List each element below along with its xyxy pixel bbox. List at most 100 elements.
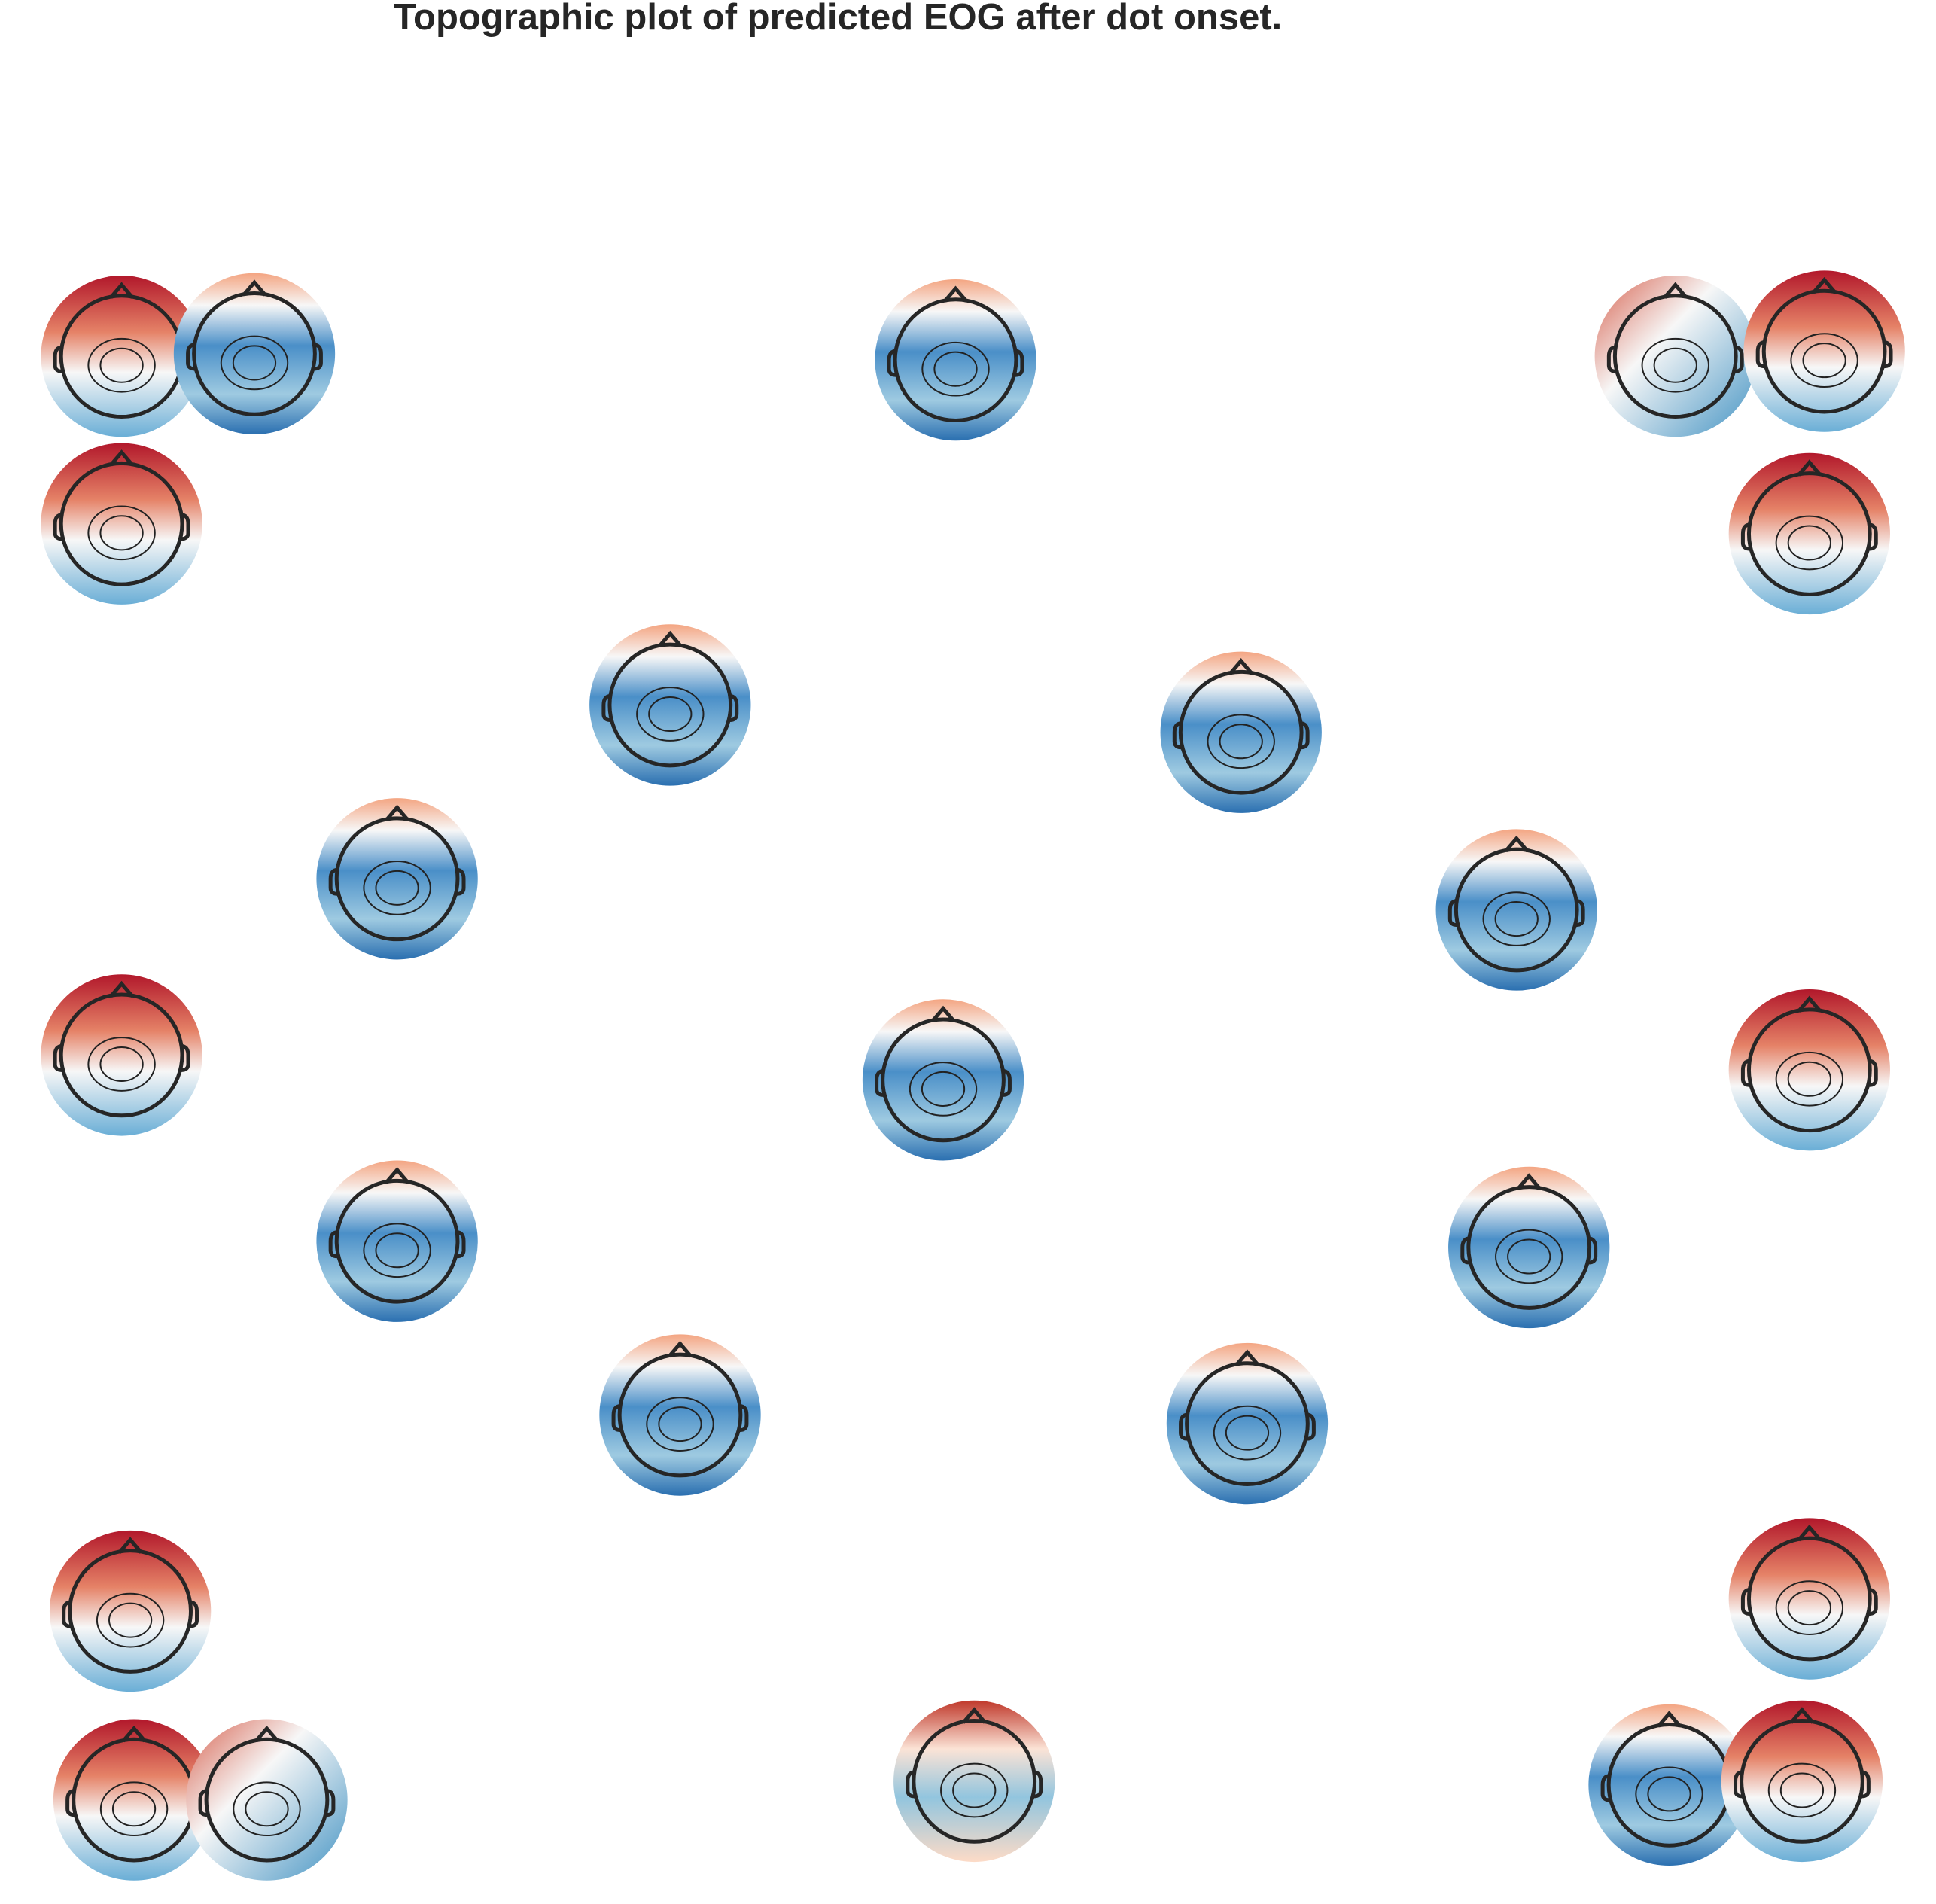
topomap <box>41 276 202 437</box>
head-outline <box>1761 288 1887 414</box>
contour <box>232 345 277 381</box>
head-outline <box>1746 1536 1872 1662</box>
contour <box>1207 714 1275 769</box>
contour <box>87 1037 156 1092</box>
head-outline <box>1746 471 1872 596</box>
nose <box>657 630 683 648</box>
contour <box>96 1592 165 1648</box>
topomap-field <box>316 1160 478 1322</box>
topomap <box>589 624 751 786</box>
ear <box>1575 898 1585 928</box>
topomap-field <box>862 999 1024 1161</box>
topomap <box>1435 829 1597 991</box>
contour <box>658 1406 702 1442</box>
ear <box>328 1230 339 1259</box>
ear <box>1734 1770 1743 1799</box>
nose <box>1657 1711 1682 1728</box>
contour <box>1213 1405 1282 1461</box>
contour <box>87 337 156 393</box>
ear <box>1740 1059 1751 1087</box>
topomap <box>53 1719 215 1881</box>
ear <box>313 343 323 371</box>
chart-title: Topographic plot of predicted EOG after … <box>394 0 1283 38</box>
topomap-field <box>316 798 478 960</box>
topomap <box>1721 1700 1883 1863</box>
nose <box>1797 1524 1822 1542</box>
head-outline <box>881 1017 1006 1143</box>
ear <box>1734 345 1744 373</box>
ear <box>1740 522 1751 551</box>
ear <box>729 693 739 723</box>
contour <box>1787 1590 1831 1626</box>
topomap <box>41 974 202 1136</box>
ear <box>456 1230 466 1259</box>
ear <box>1861 1770 1871 1799</box>
contour <box>99 515 144 551</box>
contour <box>1775 1051 1844 1107</box>
head-outline <box>617 1352 743 1478</box>
topomap <box>41 443 202 605</box>
topomap-field <box>41 974 202 1136</box>
ear <box>1755 340 1766 369</box>
contour <box>933 351 978 387</box>
contour <box>636 687 705 742</box>
contour <box>1779 1772 1825 1808</box>
nose <box>109 282 134 299</box>
topomap-field <box>1721 1700 1883 1863</box>
nose <box>961 1707 987 1724</box>
nose <box>385 1167 409 1184</box>
topomap <box>316 1160 478 1322</box>
head-outline <box>1178 669 1304 795</box>
contour <box>108 1602 153 1638</box>
nose <box>943 285 968 303</box>
ear <box>1587 1236 1598 1265</box>
ear <box>601 693 611 723</box>
contour <box>99 1046 144 1082</box>
ear <box>53 513 62 541</box>
nose <box>109 449 134 467</box>
topomap-field <box>41 276 202 437</box>
ear <box>1306 1412 1316 1441</box>
nose <box>121 1725 147 1743</box>
ear <box>1868 522 1878 551</box>
contour <box>220 335 289 391</box>
head-outline <box>68 1549 193 1674</box>
ear <box>53 345 62 373</box>
head-outline <box>607 642 733 768</box>
nose <box>1504 835 1530 853</box>
topomap-field <box>1435 829 1597 991</box>
topomap <box>186 1719 348 1881</box>
nose <box>1228 658 1254 675</box>
contour <box>909 1062 978 1117</box>
contour <box>1495 1229 1563 1284</box>
ear <box>1179 1412 1189 1441</box>
nose <box>254 1725 279 1743</box>
topomap-field <box>1728 1518 1890 1680</box>
ear <box>53 1043 62 1072</box>
contour <box>1635 1766 1703 1822</box>
head-outline <box>59 461 184 586</box>
ear <box>875 1068 884 1097</box>
ear <box>1460 1236 1470 1265</box>
contour <box>1787 1061 1831 1097</box>
ear <box>181 1043 190 1072</box>
topomap <box>1160 651 1322 813</box>
contour <box>233 1781 301 1837</box>
ear <box>186 343 196 371</box>
topomap <box>893 1700 1055 1863</box>
topomap <box>1743 270 1905 432</box>
ear <box>1883 340 1893 369</box>
ear <box>611 1403 621 1433</box>
contour <box>363 1223 431 1278</box>
topomap <box>1728 452 1890 615</box>
topomap-field <box>53 1719 215 1881</box>
ear <box>1002 1068 1012 1097</box>
contour <box>111 1791 157 1827</box>
contour <box>1775 1580 1844 1635</box>
ear <box>1868 1587 1878 1616</box>
contour <box>1790 333 1858 388</box>
ear <box>189 1600 199 1628</box>
topomap-field <box>1588 1704 1750 1866</box>
topomap <box>599 1334 761 1496</box>
